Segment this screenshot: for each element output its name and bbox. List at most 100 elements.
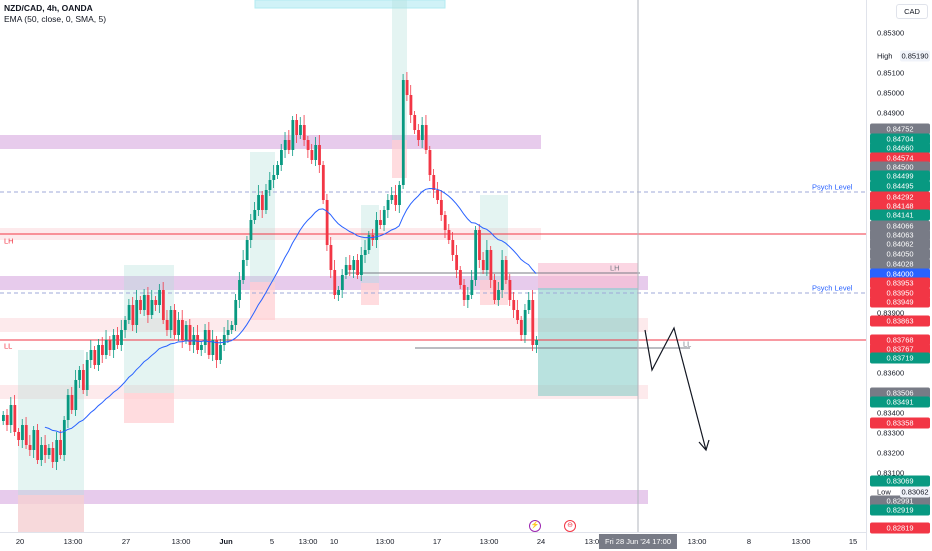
- candle[interactable]: [344, 265, 348, 275]
- candle[interactable]: [329, 245, 333, 270]
- zone-pink-2[interactable]: [0, 318, 648, 332]
- candle[interactable]: [230, 325, 234, 330]
- ema-line[interactable]: [44, 187, 537, 434]
- candle[interactable]: [535, 340, 538, 345]
- candle[interactable]: [310, 150, 314, 160]
- session-box[interactable]: [361, 283, 379, 305]
- candle[interactable]: [135, 300, 139, 325]
- candle[interactable]: [306, 140, 310, 150]
- position-stop-zone[interactable]: [538, 263, 638, 288]
- price-axis[interactable]: CAD 0.853000.851000.850000.849000.846000…: [866, 0, 932, 550]
- candle[interactable]: [158, 290, 161, 305]
- candle[interactable]: [363, 250, 367, 255]
- candle[interactable]: [234, 300, 238, 325]
- candle[interactable]: [424, 125, 428, 150]
- candle[interactable]: [272, 175, 276, 180]
- candle[interactable]: [318, 145, 321, 165]
- candle[interactable]: [222, 335, 226, 345]
- candle[interactable]: [455, 255, 459, 270]
- candle[interactable]: [531, 300, 535, 345]
- currency-selector[interactable]: CAD: [896, 4, 928, 19]
- candle[interactable]: [196, 335, 200, 350]
- candle[interactable]: [85, 360, 89, 390]
- candle[interactable]: [150, 300, 154, 315]
- candle[interactable]: [81, 370, 85, 390]
- candle[interactable]: [287, 140, 291, 150]
- candle[interactable]: [443, 215, 447, 230]
- candle[interactable]: [226, 330, 230, 335]
- candle[interactable]: [413, 115, 417, 130]
- candle[interactable]: [142, 295, 146, 310]
- candle[interactable]: [253, 210, 257, 220]
- candle[interactable]: [481, 260, 485, 270]
- candle[interactable]: [24, 425, 28, 445]
- candle[interactable]: [299, 125, 302, 135]
- candle[interactable]: [215, 340, 219, 360]
- projection-path[interactable]: [644, 326, 707, 451]
- candle[interactable]: [519, 320, 523, 335]
- candle[interactable]: [120, 330, 123, 345]
- candle[interactable]: [474, 230, 478, 280]
- candle[interactable]: [260, 195, 264, 210]
- candle[interactable]: [97, 345, 101, 365]
- candle[interactable]: [333, 270, 337, 295]
- candle[interactable]: [283, 140, 287, 150]
- candle[interactable]: [249, 220, 253, 240]
- candle[interactable]: [32, 430, 36, 450]
- candle[interactable]: [188, 325, 192, 345]
- candle[interactable]: [200, 345, 203, 350]
- candle[interactable]: [489, 250, 493, 280]
- candle[interactable]: [466, 295, 470, 300]
- candle[interactable]: [417, 130, 420, 140]
- candle[interactable]: [405, 80, 409, 95]
- candle[interactable]: [302, 125, 306, 140]
- candle[interactable]: [478, 230, 481, 260]
- candle[interactable]: [280, 150, 283, 165]
- candle[interactable]: [493, 280, 497, 300]
- candle[interactable]: [497, 290, 500, 300]
- candle[interactable]: [36, 430, 40, 460]
- candle[interactable]: [257, 195, 260, 210]
- candle[interactable]: [527, 300, 531, 310]
- candle[interactable]: [352, 260, 356, 270]
- time-axis[interactable]: 20 13:00 27 13:00 Jun 5 13:00 10 13:00 17 13:00 24 1…: [0, 532, 866, 551]
- candle[interactable]: [360, 255, 363, 275]
- candle[interactable]: [348, 265, 352, 270]
- candle[interactable]: [78, 370, 81, 380]
- candle[interactable]: [420, 125, 424, 140]
- candle[interactable]: [101, 345, 104, 355]
- candle[interactable]: [9, 405, 13, 425]
- position-target-zone[interactable]: [538, 288, 638, 396]
- session-box[interactable]: [124, 393, 174, 423]
- candle[interactable]: [367, 235, 371, 250]
- candle[interactable]: [390, 195, 394, 200]
- lightning-icon[interactable]: ⚡: [529, 520, 541, 532]
- candle[interactable]: [104, 340, 108, 355]
- candle[interactable]: [154, 300, 158, 305]
- legend-symbol[interactable]: NZD/CAD, 4h, OANDA: [4, 3, 93, 13]
- candle[interactable]: [356, 260, 359, 275]
- candle[interactable]: [459, 270, 462, 285]
- chart-plot-area[interactable]: NZD/CAD, 4h, OANDA EMA (50, close, 0, SM…: [0, 0, 866, 532]
- candle[interactable]: [523, 310, 527, 335]
- candle[interactable]: [325, 200, 329, 245]
- candle[interactable]: [184, 325, 188, 340]
- candle[interactable]: [382, 210, 386, 225]
- session-box[interactable]: [250, 282, 275, 320]
- candle[interactable]: [291, 120, 295, 150]
- candle[interactable]: [47, 448, 51, 455]
- candle[interactable]: [93, 350, 97, 365]
- candle[interactable]: [177, 320, 180, 335]
- candle[interactable]: [131, 305, 135, 325]
- candle[interactable]: [207, 330, 211, 355]
- candle[interactable]: [375, 220, 379, 240]
- candle[interactable]: [314, 145, 318, 160]
- candle[interactable]: [139, 300, 142, 310]
- candle[interactable]: [28, 445, 32, 450]
- candle[interactable]: [116, 335, 120, 345]
- candle[interactable]: [62, 420, 66, 455]
- candle[interactable]: [245, 240, 249, 260]
- candle[interactable]: [112, 335, 116, 350]
- candle[interactable]: [219, 345, 222, 360]
- zone-purple-1[interactable]: [0, 135, 541, 149]
